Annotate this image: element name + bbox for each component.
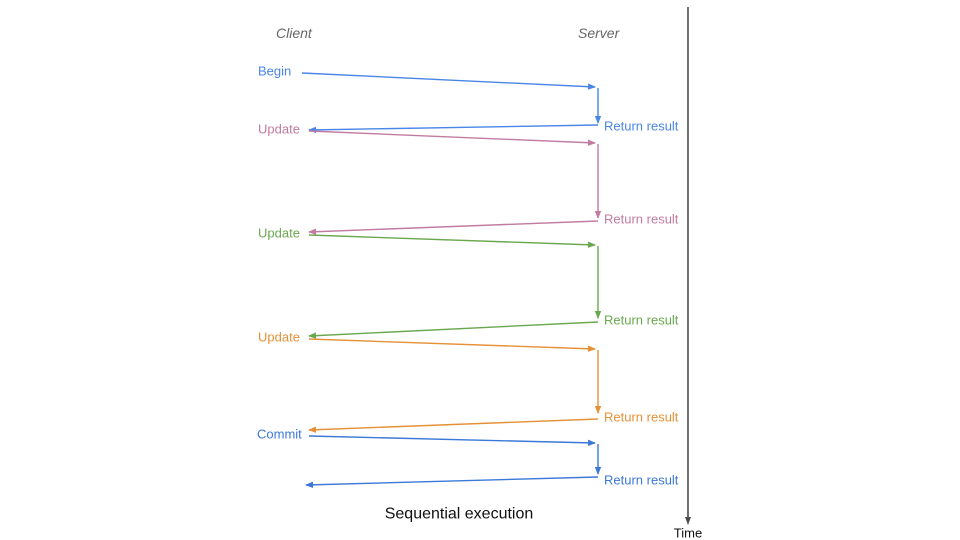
- return-arrow-line: [308, 418, 599, 431]
- return-arrow-line: [308, 321, 599, 337]
- diagram-title: Sequential execution: [385, 506, 534, 523]
- request-arrowhead-icon: [587, 241, 596, 248]
- return-arrowhead-icon: [308, 426, 317, 433]
- return-arrowhead-icon: [308, 228, 317, 235]
- return-arrowhead-icon: [305, 481, 314, 488]
- server-processing-arrowhead-icon: [594, 406, 602, 414]
- request-label: Begin: [258, 64, 291, 79]
- response-label: Return result: [604, 410, 679, 425]
- return-arrow-line: [305, 476, 599, 486]
- request-arrow-line: [308, 435, 596, 444]
- server-processing-arrowhead-icon: [594, 116, 602, 124]
- response-label: Return result: [604, 473, 679, 488]
- request-arrowhead-icon: [587, 83, 596, 90]
- return-arrow-line: [308, 124, 599, 131]
- server-processing-arrowhead-icon: [594, 211, 602, 219]
- time-axis-arrowhead-icon: [685, 517, 691, 525]
- response-label: Return result: [604, 212, 679, 227]
- request-arrow-line: [301, 72, 596, 88]
- response-label: Return result: [604, 119, 679, 134]
- request-arrowhead-icon: [587, 439, 596, 446]
- server-processing-arrowhead-icon: [594, 311, 602, 319]
- request-label: Update: [258, 330, 300, 345]
- server-processing-arrowhead-icon: [594, 467, 602, 475]
- request-label: Commit: [257, 427, 302, 442]
- time-axis-label: Time: [674, 526, 702, 540]
- response-label: Return result: [604, 313, 679, 328]
- return-arrowhead-icon: [308, 332, 317, 339]
- client-column-header: Client: [276, 25, 313, 41]
- request-arrowhead-icon: [587, 139, 596, 146]
- request-label: Update: [258, 122, 300, 137]
- return-arrow-line: [308, 220, 599, 233]
- request-arrow-line: [308, 338, 596, 350]
- request-arrowhead-icon: [587, 345, 596, 352]
- message-arrows-layer: Begin Return result Update Return result Upd…: [257, 64, 679, 488]
- return-arrowhead-icon: [308, 126, 317, 134]
- request-arrow-line: [308, 130, 596, 144]
- server-column-header: Server: [578, 25, 621, 41]
- request-arrow-line: [308, 234, 596, 246]
- request-label: Update: [258, 226, 300, 241]
